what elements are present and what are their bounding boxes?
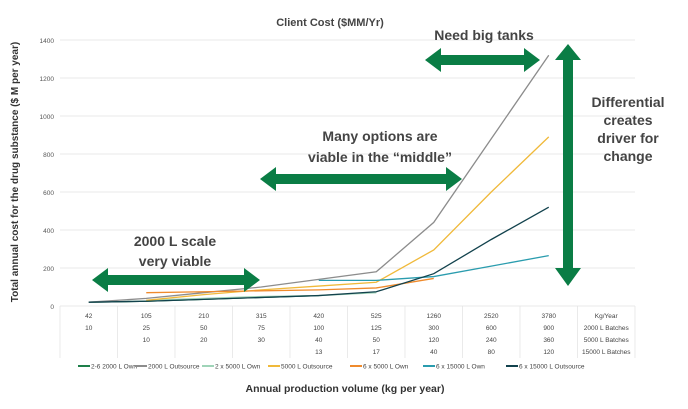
y-tick-label: 400 xyxy=(43,228,54,235)
annotation-scale-1: 2000 L scale xyxy=(134,233,216,249)
table-cell: 80 xyxy=(488,349,496,356)
table-cell: 40 xyxy=(315,337,323,344)
table-cell: 240 xyxy=(486,337,497,344)
legend-label: 2000 L Outsource xyxy=(148,364,200,371)
table-cell: 525 xyxy=(371,313,382,320)
legend-label: 2-6 2000 L Own xyxy=(91,364,137,371)
y-tick-label: 800 xyxy=(43,152,54,159)
vertical-double-arrow xyxy=(555,44,581,286)
table-row-label: Kg/Year xyxy=(595,313,619,320)
table-cell: 10 xyxy=(143,337,151,344)
table-cell: 50 xyxy=(200,325,208,332)
table-row-label: 2000 L Batches xyxy=(584,325,630,332)
table-cell: 120 xyxy=(543,349,554,356)
table-cell: 20 xyxy=(200,337,208,344)
table-cell: 42 xyxy=(85,313,93,320)
y-tick-label: 0 xyxy=(50,304,54,311)
table-cell: 210 xyxy=(198,313,209,320)
series-line xyxy=(146,277,434,294)
annotation-diff-2: creates xyxy=(603,112,652,128)
table-cell: 10 xyxy=(85,325,93,332)
table-cell: 600 xyxy=(486,325,497,332)
table-cell: 900 xyxy=(543,325,554,332)
table-cell: 50 xyxy=(373,337,381,344)
table-cell: 17 xyxy=(373,349,381,356)
table-cell: 100 xyxy=(313,325,324,332)
y-tick-label: 200 xyxy=(43,266,54,273)
series-line xyxy=(88,54,550,303)
table-cell: 420 xyxy=(313,313,324,320)
annotation-middle-1: Many options are xyxy=(322,128,437,144)
legend-label: 2 x 5000 L Own xyxy=(215,364,261,371)
table-cell: 30 xyxy=(258,337,266,344)
series-line xyxy=(318,255,549,281)
annotation-big-tanks: Need big tanks xyxy=(434,27,534,43)
legend-label: 6 x 15000 L Outsource xyxy=(519,364,585,371)
y-tick-label: 1400 xyxy=(40,38,55,45)
table-cell: 75 xyxy=(258,325,266,332)
table-row-label: 15000 L Batches xyxy=(582,349,631,356)
table-cell: 315 xyxy=(256,313,267,320)
table-cell: 13 xyxy=(315,349,323,356)
legend-label: 5000 L Outsource xyxy=(281,364,333,371)
table-cell: 300 xyxy=(428,325,439,332)
table-cell: 120 xyxy=(428,337,439,344)
left-double-arrow xyxy=(92,268,260,292)
legend-label: 6 x 5000 L Own xyxy=(363,364,409,371)
annotation-diff-4: change xyxy=(603,148,652,164)
table-row-label: 5000 L Batches xyxy=(584,337,630,344)
table-cell: 105 xyxy=(141,313,152,320)
middle-double-arrow xyxy=(260,167,462,191)
annotation-middle-2: viable in the “middle” xyxy=(308,149,452,165)
table-cell: 1260 xyxy=(427,313,442,320)
y-axis-label: Total annual cost for the drug substance… xyxy=(10,42,21,302)
y-tick-label: 1000 xyxy=(40,114,55,121)
chart-title: Client Cost ($MM/Yr) xyxy=(276,17,384,29)
annotation-diff-1: Differential xyxy=(591,94,664,110)
table-cell: 2520 xyxy=(484,313,499,320)
annotation-scale-2: very viable xyxy=(139,253,212,269)
x-axis-label: Annual production volume (kg per year) xyxy=(246,383,445,395)
y-tick-label: 1200 xyxy=(40,76,55,83)
top-double-arrow xyxy=(425,48,540,72)
table-cell: 40 xyxy=(430,349,438,356)
series-line xyxy=(88,206,550,303)
table-cell: 25 xyxy=(143,325,151,332)
series-line xyxy=(146,136,550,301)
legend-label: 6 x 15000 L Own xyxy=(436,364,485,371)
table-cell: 125 xyxy=(371,325,382,332)
table-cell: 360 xyxy=(543,337,554,344)
annotation-diff-3: driver for xyxy=(597,130,659,146)
y-tick-label: 600 xyxy=(43,190,54,197)
table-cell: 3780 xyxy=(542,313,557,320)
